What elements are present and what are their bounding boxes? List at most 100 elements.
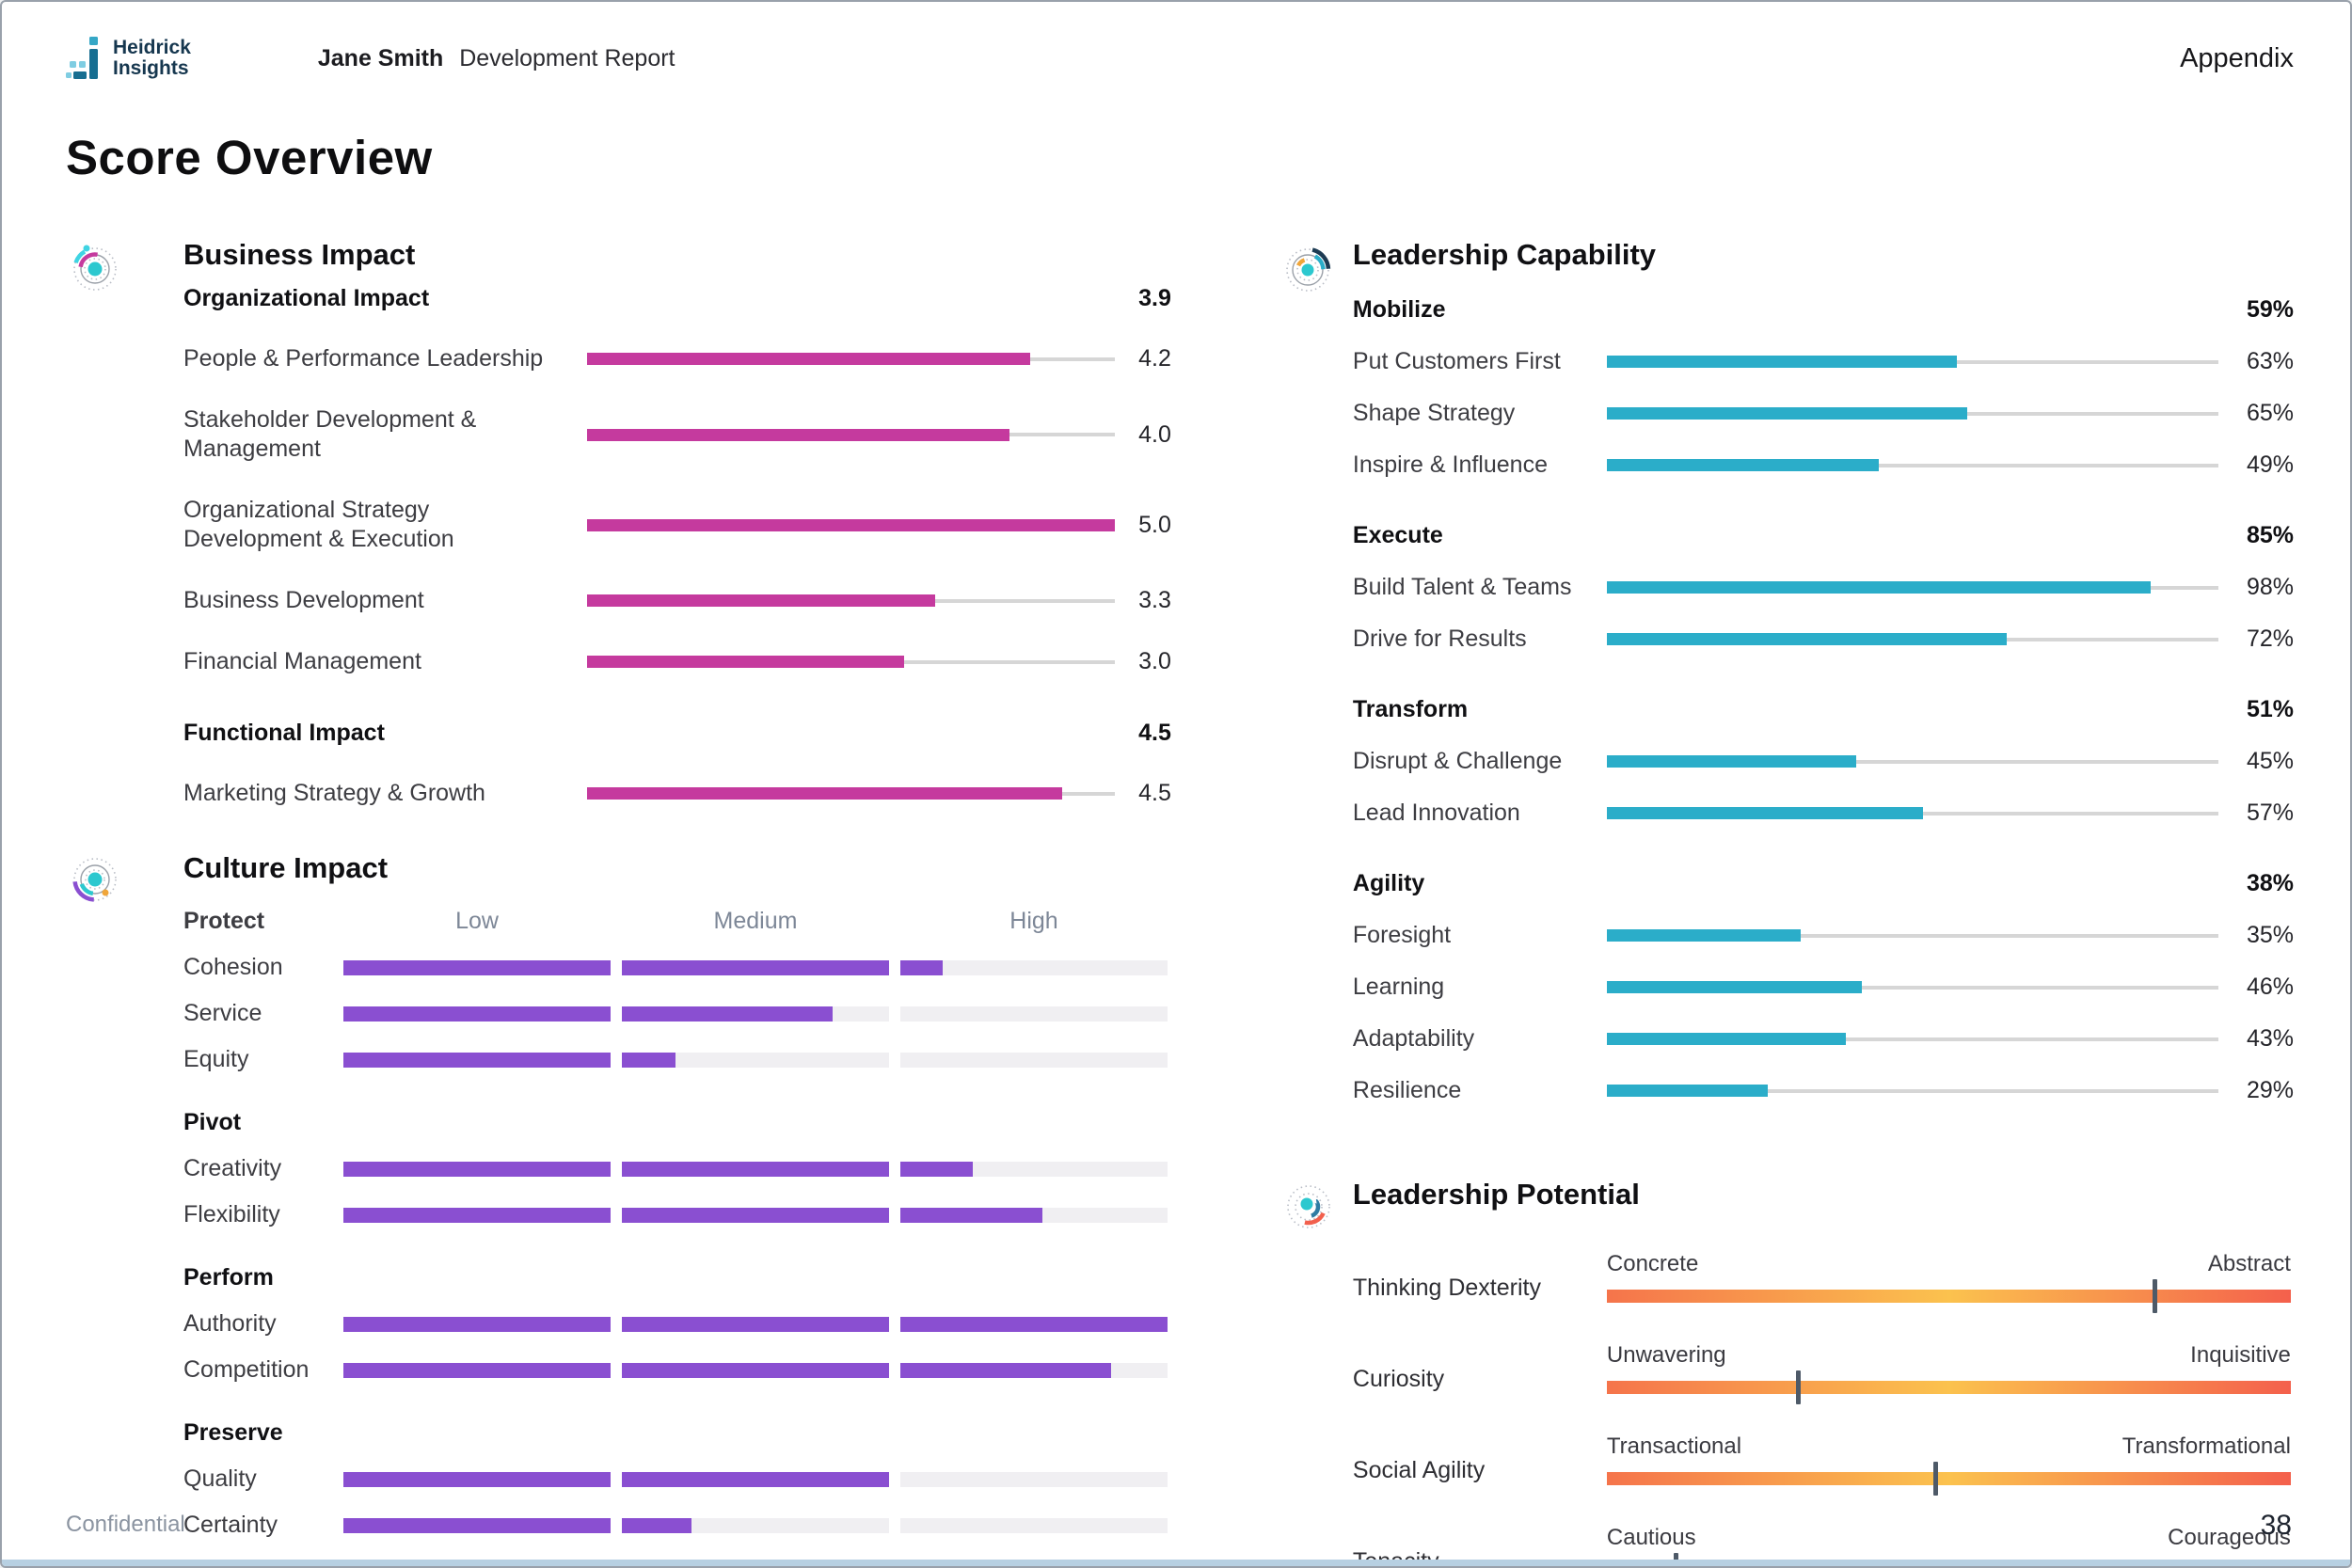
capability-bar: [1606, 407, 2218, 420]
culture-segment-high: [900, 1362, 1168, 1378]
score-row-label: Financial Management: [183, 648, 421, 674]
culture-scale-header: Protect Low Medium High: [183, 908, 1171, 935]
group-label: Pivot: [183, 1109, 242, 1135]
capability-percent: 98%: [2246, 574, 2294, 600]
capability-bar: [1606, 929, 2218, 942]
group-score: 3.9: [1138, 285, 1171, 311]
culture-segment-medium: [622, 1207, 889, 1223]
culture-row: Quality: [183, 1465, 1171, 1493]
culture-segment-medium: [622, 1006, 889, 1022]
capability-percent: 57%: [2246, 800, 2294, 826]
report-identity: Jane Smith Development Report: [318, 45, 675, 72]
culture-segment-high: [900, 1006, 1168, 1022]
capability-row: Drive for Results 72%: [1353, 626, 2294, 653]
potential-gradient-bar: [1606, 1462, 2291, 1496]
culture-group-perform: Perform: [183, 1264, 1171, 1291]
leadership-capability-orbit-icon: [1284, 246, 1331, 293]
culture-row: Cohesion: [183, 954, 1171, 981]
potential-row: Social Agility Transactional Transformat…: [1352, 1433, 2294, 1496]
score-value: 3.0: [1138, 648, 1171, 674]
score-value: 3.3: [1138, 587, 1171, 613]
culture-segment-low: [343, 1471, 611, 1487]
business-impact-body: Business Impact Organizational Impact 3.…: [183, 238, 1171, 808]
score-row: Organizational Strategy Development & Ex…: [183, 496, 1171, 554]
score-row: Marketing Strategy & Growth 4.5: [183, 779, 1171, 808]
culture-segment-low: [343, 1052, 611, 1068]
leadership-potential-icon-col: [1279, 1178, 1353, 1566]
culture-row-label: Quality: [183, 1465, 257, 1492]
group-score: 4.5: [1138, 720, 1171, 746]
capability-bar: [1606, 1085, 2218, 1097]
culture-segment-medium: [622, 1161, 889, 1177]
capability-row: Resilience 29%: [1353, 1077, 2294, 1104]
capability-row: Lead Innovation 57%: [1353, 800, 2294, 827]
group-heading-organizational-impact: Organizational Impact 3.9: [183, 285, 1171, 312]
capability-row: Build Talent & Teams 98%: [1353, 574, 2294, 601]
culture-row: Certainty: [183, 1512, 1171, 1539]
report-type: Development Report: [459, 44, 675, 71]
capability-percent: 49%: [2246, 451, 2294, 478]
potential-row-label: Social Agility: [1352, 1457, 1486, 1483]
culture-segment-low: [343, 1161, 611, 1177]
window-bottom-edge: [2, 1560, 2350, 1566]
leadership-potential-section: Leadership Potential Thinking Dexterity …: [1279, 1178, 2294, 1566]
culture-segment-medium: [622, 1517, 889, 1533]
group-label: Functional Impact: [183, 720, 385, 746]
confidential-label: Confidential: [66, 1512, 185, 1537]
group-heading-agility: Agility 38%: [1353, 870, 2294, 897]
pole-right-label: Abstract: [2207, 1251, 2291, 1276]
group-label: Preserve: [183, 1419, 283, 1446]
culture-row: Equity: [183, 1046, 1171, 1073]
group-percent: 38%: [2246, 870, 2294, 896]
capability-row: Foresight 35%: [1353, 922, 2294, 949]
leadership-potential-orbit-icon: [1287, 1185, 1330, 1228]
group-percent: 59%: [2246, 296, 2294, 323]
group-label: Mobilize: [1352, 296, 1446, 323]
score-bar: [587, 656, 1115, 668]
culture-impact-orbit-icon: [72, 857, 118, 902]
culture-segment-high: [900, 1207, 1168, 1223]
potential-marker: [1932, 1462, 1938, 1496]
page-header: Heidrick Insights Jane Smith Development…: [2, 2, 2350, 81]
group-label: Perform: [183, 1264, 274, 1291]
culture-segment-high: [900, 1161, 1168, 1177]
potential-gradient-bar: [1606, 1370, 2291, 1404]
business-impact-section: Business Impact Organizational Impact 3.…: [63, 238, 1171, 808]
capability-percent: 29%: [2246, 1077, 2294, 1103]
capability-percent: 46%: [2246, 974, 2294, 1000]
leadership-potential-body: Leadership Potential Thinking Dexterity …: [1352, 1178, 2294, 1566]
capability-bar: [1606, 581, 2218, 594]
capability-row-label: Resilience: [1352, 1077, 1462, 1103]
logo-wordmark: Heidrick Insights: [113, 37, 191, 79]
capability-row: Learning 46%: [1353, 974, 2294, 1001]
capability-bar: [1606, 755, 2218, 768]
capability-row: Shape Strategy 65%: [1353, 400, 2294, 427]
culture-segment-low: [343, 1362, 611, 1378]
scale-label-low: Low: [455, 908, 499, 934]
culture-row-label: Creativity: [183, 1155, 282, 1181]
group-percent: 51%: [2246, 696, 2294, 722]
page-number: 38: [2260, 1510, 2292, 1541]
culture-row-label: Cohesion: [183, 954, 283, 980]
capability-bar: [1606, 633, 2218, 645]
culture-impact-section: Culture Impact Protect Low Medium High C…: [63, 851, 1171, 1566]
potential-pole-labels: Cautious Courageous: [1607, 1525, 2291, 1551]
main-content: Business Impact Organizational Impact 3.…: [2, 238, 2350, 1566]
capability-row-label: Foresight: [1352, 922, 1452, 948]
culture-segment-medium: [622, 1316, 889, 1332]
business-impact-icon-col: [63, 238, 183, 808]
potential-row: Curiosity Unwavering Inquisitive: [1353, 1342, 2294, 1404]
capability-percent: 35%: [2246, 922, 2294, 948]
capability-row: Put Customers First 63%: [1353, 348, 2294, 375]
culture-segment-medium: [622, 959, 889, 975]
person-name: Jane Smith: [317, 44, 444, 71]
culture-group-preserve: Preserve: [183, 1419, 1171, 1447]
score-bar: [587, 594, 1115, 607]
culture-segment-low: [343, 1207, 611, 1223]
culture-row: Creativity: [183, 1155, 1171, 1182]
capability-row-label: Shape Strategy: [1352, 400, 1516, 426]
culture-segment-high: [900, 1517, 1168, 1533]
capability-percent: 43%: [2246, 1025, 2294, 1052]
culture-row-label: Competition: [183, 1356, 310, 1383]
culture-segment-high: [900, 1316, 1168, 1332]
